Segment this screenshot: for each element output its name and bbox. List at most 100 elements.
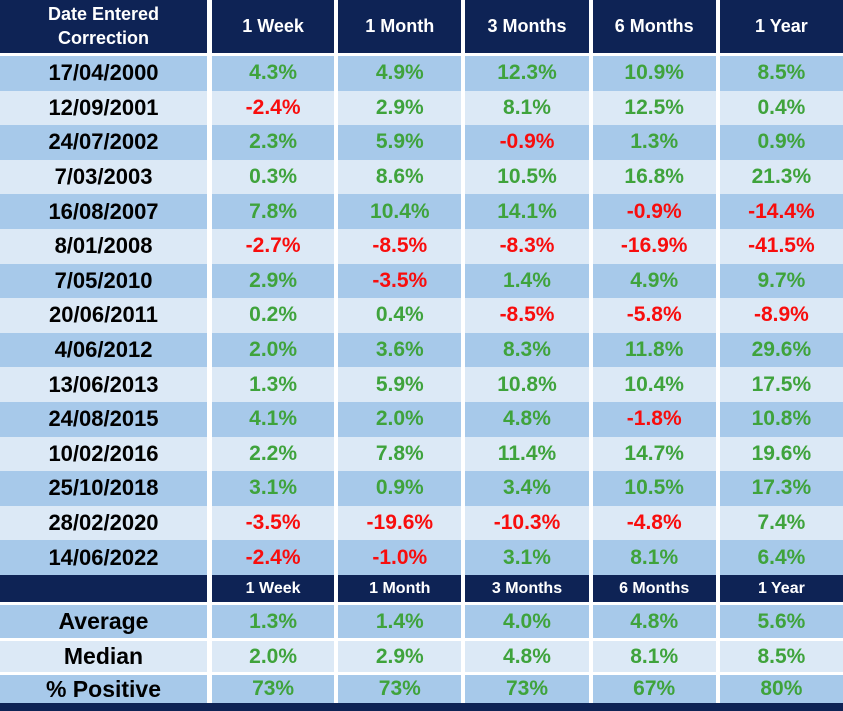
return-value-cell: -14.4% — [715, 194, 843, 229]
table-row: 16/08/2007 7.8% 10.4% 14.1% -0.9% -14.4% — [0, 194, 843, 229]
summary-row: % Positive 73% 73% 73% 67% 80% — [0, 675, 843, 703]
header-date-line-1: Date Entered — [47, 4, 160, 25]
return-value-cell: 1.3% — [588, 125, 716, 160]
summary-header-period-3: 3 Months — [461, 575, 589, 602]
date-cell: 24/07/2002 — [0, 125, 207, 160]
return-value-cell: 0.3% — [207, 159, 335, 195]
return-value-cell: -16.9% — [588, 228, 716, 264]
return-value-cell: 11.4% — [461, 436, 589, 472]
return-value-cell: -5.8% — [588, 298, 716, 333]
table-row: 14/06/2022 -2.4% -1.0% 3.1% 8.1% 6.4% — [0, 540, 843, 575]
header-period-4: 6 Months — [588, 0, 716, 53]
return-value-cell: 21.3% — [715, 159, 843, 195]
return-value-cell: -8.5% — [334, 228, 462, 264]
return-value-cell: 8.5% — [715, 56, 843, 91]
return-value-cell: 3.1% — [461, 540, 589, 575]
summary-value-cell: 1.3% — [207, 605, 335, 638]
summary-header-row: 1 Week 1 Month 3 Months 6 Months 1 Year — [0, 575, 843, 602]
summary-header-period-1: 1 Week — [207, 575, 335, 602]
date-cell: 14/06/2022 — [0, 540, 207, 575]
summary-value-cell: 2.9% — [334, 641, 462, 672]
header-date-line-2: Correction — [57, 27, 149, 48]
date-cell: 7/05/2010 — [0, 263, 207, 299]
summary-value-cell: 73% — [461, 675, 589, 703]
return-value-cell: 4.8% — [461, 401, 589, 437]
return-value-cell: -19.6% — [334, 505, 462, 541]
return-value-cell: 2.0% — [207, 332, 335, 368]
return-value-cell: 10.5% — [588, 471, 716, 506]
summary-header-period-4: 6 Months — [588, 575, 716, 602]
return-value-cell: 9.7% — [715, 263, 843, 299]
return-value-cell: 0.9% — [715, 125, 843, 160]
return-value-cell: 12.3% — [461, 56, 589, 91]
return-value-cell: -0.9% — [588, 194, 716, 229]
summary-value-cell: 73% — [207, 675, 335, 703]
summary-value-cell: 4.8% — [461, 641, 589, 672]
return-value-cell: 1.3% — [207, 367, 335, 402]
table-row: 20/06/2011 0.2% 0.4% -8.5% -5.8% -8.9% — [0, 298, 843, 333]
date-cell: 10/02/2016 — [0, 436, 207, 472]
table-row: 4/06/2012 2.0% 3.6% 8.3% 11.8% 29.6% — [0, 332, 843, 368]
return-value-cell: 10.5% — [461, 159, 589, 195]
return-value-cell: 14.1% — [461, 194, 589, 229]
return-value-cell: 7.8% — [334, 436, 462, 472]
return-value-cell: -2.7% — [207, 228, 335, 264]
return-value-cell: 1.4% — [461, 263, 589, 299]
return-value-cell: -10.3% — [461, 505, 589, 541]
summary-value-cell: 5.6% — [715, 605, 843, 638]
return-value-cell: 19.6% — [715, 436, 843, 472]
return-value-cell: -8.3% — [461, 228, 589, 264]
date-cell: 4/06/2012 — [0, 332, 207, 368]
date-cell: 8/01/2008 — [0, 228, 207, 264]
summary-label: Median — [0, 641, 207, 672]
date-cell: 12/09/2001 — [0, 90, 207, 126]
table-row: 13/06/2013 1.3% 5.9% 10.8% 10.4% 17.5% — [0, 367, 843, 402]
return-value-cell: 5.9% — [334, 125, 462, 160]
date-cell: 17/04/2000 — [0, 56, 207, 91]
table-row: 24/08/2015 4.1% 2.0% 4.8% -1.8% 10.8% — [0, 401, 843, 437]
table-row: 7/05/2010 2.9% -3.5% 1.4% 4.9% 9.7% — [0, 263, 843, 299]
return-value-cell: -1.0% — [334, 540, 462, 575]
return-value-cell: 0.4% — [334, 298, 462, 333]
summary-value-cell: 80% — [715, 675, 843, 703]
summary-value-cell: 2.0% — [207, 641, 335, 672]
date-cell: 20/06/2011 — [0, 298, 207, 333]
return-value-cell: 8.1% — [588, 540, 716, 575]
summary-label: % Positive — [0, 675, 207, 703]
return-value-cell: 8.3% — [461, 332, 589, 368]
return-value-cell: 8.6% — [334, 159, 462, 195]
header-date-entered-correction: Date Entered Correction — [0, 0, 207, 53]
summary-label: Average — [0, 605, 207, 638]
return-value-cell: -1.8% — [588, 401, 716, 437]
return-value-cell: 3.1% — [207, 471, 335, 506]
date-cell: 16/08/2007 — [0, 194, 207, 229]
return-value-cell: -8.5% — [461, 298, 589, 333]
return-value-cell: -3.5% — [207, 505, 335, 541]
return-value-cell: 2.0% — [334, 401, 462, 437]
date-cell: 13/06/2013 — [0, 367, 207, 402]
return-value-cell: 4.3% — [207, 56, 335, 91]
return-value-cell: 7.8% — [207, 194, 335, 229]
return-value-cell: 11.8% — [588, 332, 716, 368]
return-value-cell: -4.8% — [588, 505, 716, 541]
table-row: 8/01/2008 -2.7% -8.5% -8.3% -16.9% -41.5% — [0, 228, 843, 264]
table-row: 24/07/2002 2.3% 5.9% -0.9% 1.3% 0.9% — [0, 125, 843, 160]
header-period-5: 1 Year — [715, 0, 843, 53]
return-value-cell: -3.5% — [334, 263, 462, 299]
date-cell: 7/03/2003 — [0, 159, 207, 195]
return-value-cell: 0.4% — [715, 90, 843, 126]
header-period-1: 1 Week — [207, 0, 335, 53]
table-row: 12/09/2001 -2.4% 2.9% 8.1% 12.5% 0.4% — [0, 90, 843, 126]
return-value-cell: 0.2% — [207, 298, 335, 333]
table-row: 28/02/2020 -3.5% -19.6% -10.3% -4.8% 7.4% — [0, 505, 843, 541]
return-value-cell: 8.1% — [461, 90, 589, 126]
return-value-cell: 2.3% — [207, 125, 335, 160]
return-value-cell: -8.9% — [715, 298, 843, 333]
summary-rows: Average 1.3% 1.4% 4.0% 4.8% 5.6% Median 2.0% 2.9… — [0, 605, 843, 703]
summary-value-cell: 8.1% — [588, 641, 716, 672]
summary-value-cell: 1.4% — [334, 605, 462, 638]
summary-value-cell: 73% — [334, 675, 462, 703]
return-value-cell: 2.9% — [334, 90, 462, 126]
return-value-cell: 4.9% — [588, 263, 716, 299]
return-value-cell: 7.4% — [715, 505, 843, 541]
